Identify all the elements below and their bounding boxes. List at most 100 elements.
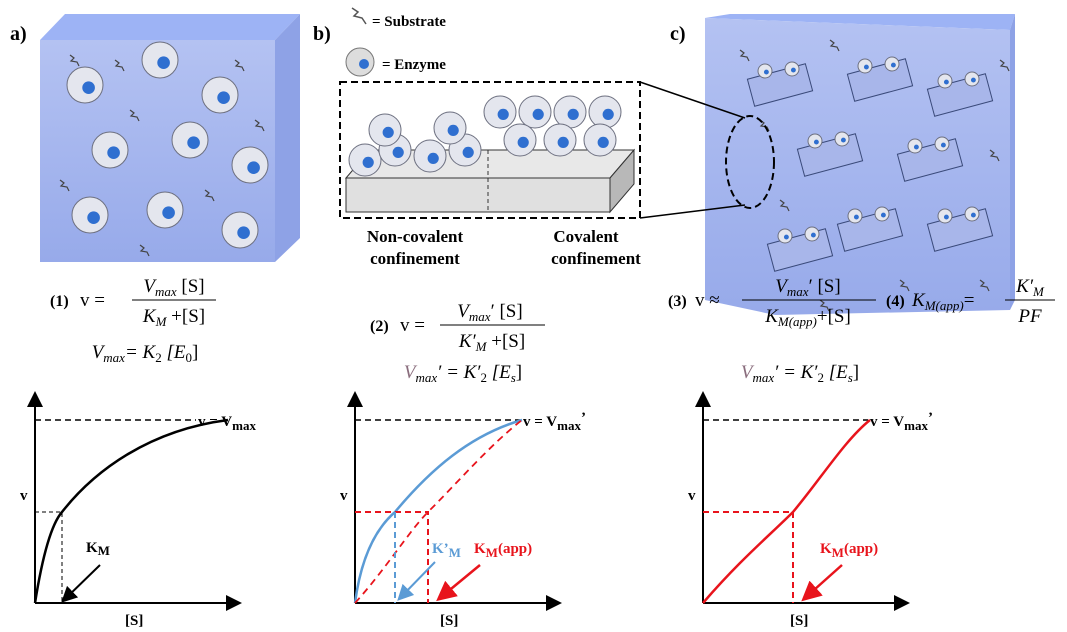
text-part: = K bbox=[125, 342, 157, 363]
text-part: M bbox=[98, 543, 110, 558]
enzyme-core bbox=[533, 109, 544, 120]
cube-side bbox=[1010, 14, 1015, 310]
enzyme-core bbox=[448, 125, 459, 136]
text-part: +[S] bbox=[487, 331, 526, 352]
text-part: K bbox=[474, 541, 486, 557]
legend-enzyme: = Enzyme bbox=[382, 57, 446, 73]
enzyme-core bbox=[568, 109, 579, 120]
text-part: M bbox=[486, 545, 498, 560]
km-label: K’M bbox=[432, 541, 461, 560]
text-part: ’ bbox=[581, 410, 586, 426]
enzyme-core bbox=[162, 206, 175, 219]
enzyme-core bbox=[811, 233, 816, 238]
kmapp-label: KM(app) bbox=[474, 541, 532, 560]
enzyme-core bbox=[237, 226, 250, 239]
text-part: M(app) bbox=[924, 298, 964, 313]
text-part: ] bbox=[192, 342, 198, 363]
enzyme-core bbox=[558, 137, 569, 148]
text-part: max bbox=[415, 370, 437, 385]
text-part: K bbox=[86, 540, 98, 556]
enzyme-core bbox=[941, 143, 946, 148]
text-part: K bbox=[820, 541, 832, 557]
text-part: K′ bbox=[458, 331, 477, 352]
enzyme-core bbox=[363, 157, 374, 168]
km-label: KM bbox=[86, 540, 110, 558]
text-part: ′ [S] bbox=[491, 301, 523, 322]
enzyme-core bbox=[914, 145, 919, 150]
text-part: max bbox=[103, 350, 125, 365]
confinement-label: Covalent bbox=[553, 227, 619, 246]
enzyme-core bbox=[87, 211, 100, 224]
y-label: v bbox=[688, 488, 696, 504]
km-arrow bbox=[64, 565, 100, 600]
enzyme-core bbox=[598, 137, 609, 148]
eq-den: PF bbox=[1017, 306, 1042, 327]
text-part: M bbox=[832, 545, 844, 560]
text-part: max bbox=[232, 418, 256, 433]
confinement-label: confinement bbox=[370, 249, 460, 268]
eq-num: K′M bbox=[1015, 276, 1045, 299]
enzyme-core bbox=[107, 146, 120, 159]
eq-lhs: v = bbox=[400, 315, 425, 336]
enzyme-core bbox=[784, 235, 789, 240]
enzyme-core bbox=[498, 109, 509, 120]
text-part: M bbox=[1032, 284, 1045, 299]
enzyme-icon-core bbox=[359, 59, 369, 69]
curve bbox=[35, 420, 228, 603]
enzyme-core bbox=[518, 137, 529, 148]
enzyme-core bbox=[891, 63, 896, 68]
text-part: (app) bbox=[498, 541, 532, 557]
text-part: max bbox=[787, 284, 809, 299]
enzyme-core bbox=[217, 91, 230, 104]
text-part: +[S] bbox=[817, 306, 851, 327]
panel-label: a) bbox=[10, 23, 27, 45]
enzyme-core bbox=[814, 140, 819, 145]
vmax-label: v = Vmax’ bbox=[523, 410, 586, 433]
enzyme-core bbox=[881, 213, 886, 218]
enzyme-core bbox=[944, 215, 949, 220]
vmax-eq: Vmax′ = K′2 [Es] bbox=[404, 362, 522, 385]
text-part: ] bbox=[853, 362, 859, 383]
confinement-label: Non-covalent bbox=[367, 227, 464, 246]
text-part: max bbox=[469, 309, 491, 324]
enzyme-core bbox=[157, 56, 170, 69]
substrate-icon bbox=[352, 8, 366, 24]
enzyme-core bbox=[854, 215, 859, 220]
figure: a) b) c) = Substrate = Enzyme Non-covale… bbox=[0, 0, 1067, 632]
eq-den: KM +[S] bbox=[142, 306, 205, 329]
text-part: = bbox=[964, 290, 975, 311]
enzyme-core bbox=[82, 81, 95, 94]
kmapp-arrow bbox=[805, 565, 842, 598]
eq-label: (4) bbox=[886, 293, 905, 310]
y-label: v bbox=[340, 488, 348, 504]
text-part: ′ = K′ bbox=[774, 362, 818, 383]
eq-label: (3) bbox=[668, 293, 687, 310]
enzyme-core bbox=[791, 68, 796, 73]
km-arrow bbox=[400, 562, 435, 598]
x-label: [S] bbox=[790, 613, 808, 629]
eq-lhs: v ≈ bbox=[695, 290, 720, 311]
text-part: K′ bbox=[1015, 276, 1034, 297]
text-part: ] bbox=[516, 362, 522, 383]
confinement-label: confinement bbox=[551, 249, 641, 268]
enzyme-core bbox=[944, 80, 949, 85]
text-part: max bbox=[557, 418, 581, 433]
eq-num: Vmax′ [S] bbox=[457, 301, 522, 324]
vmax-eq: Vmax= K2 [E0] bbox=[92, 342, 199, 365]
eq-num: Vmax′ [S] bbox=[775, 276, 840, 299]
text-part: +[S] bbox=[166, 306, 205, 327]
enzyme-core bbox=[841, 138, 846, 143]
panel-label: c) bbox=[670, 23, 686, 45]
cube-side bbox=[275, 14, 300, 262]
graph-b: v = Vmax’ v [S] K’M KM(app) bbox=[340, 395, 586, 629]
text-part: max bbox=[155, 284, 177, 299]
text-part: M(app) bbox=[777, 314, 817, 329]
text-part: (app) bbox=[844, 541, 878, 557]
enzyme-core bbox=[428, 153, 439, 164]
eq-lhs: v = bbox=[80, 290, 105, 311]
graph-a: v = Vmax v [S] KM bbox=[20, 395, 256, 629]
enzyme-core bbox=[971, 213, 976, 218]
km-guide bbox=[35, 512, 62, 603]
kmapp-arrow bbox=[440, 565, 480, 598]
enzyme-core bbox=[603, 109, 614, 120]
